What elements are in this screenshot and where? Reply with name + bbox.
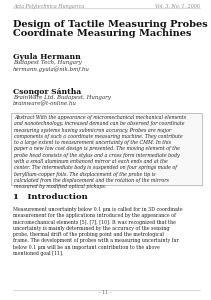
Text: Measurement uncertainty below 0.1 μm is called for in 3D coordinate
measurement : Measurement uncertainty below 0.1 μm is … [13,207,183,256]
Text: Vol. 3, No. 1, 2006: Vol. 3, No. 1, 2006 [155,4,200,9]
Text: - 11 -: - 11 - [99,290,112,295]
Text: Csongor Sántha: Csongor Sántha [13,88,81,96]
Text: 1   Introduction: 1 Introduction [13,193,88,201]
Text: Design of Tactile Measuring Probes for: Design of Tactile Measuring Probes for [13,20,211,29]
Text: hermann.gyula@nik.bmf.hu: hermann.gyula@nik.bmf.hu [13,66,90,72]
Bar [11,113,202,185]
Text: Gyula Hermann: Gyula Hermann [13,53,81,61]
Text: Budapest Tech, Hungary: Budapest Tech, Hungary [13,60,82,65]
Text: Abstract With the appearance of micromechanical mechanical elements
and nanotech: Abstract With the appearance of micromec… [14,115,186,189]
Text: BrainWare Ltd, Budapest, Hungary: BrainWare Ltd, Budapest, Hungary [13,95,111,100]
Text: brainware@t-online.hu: brainware@t-online.hu [13,101,77,106]
Text: Coordinate Measuring Machines: Coordinate Measuring Machines [13,29,192,38]
Text: Acta Polytechnica Hungarica: Acta Polytechnica Hungarica [13,4,84,9]
